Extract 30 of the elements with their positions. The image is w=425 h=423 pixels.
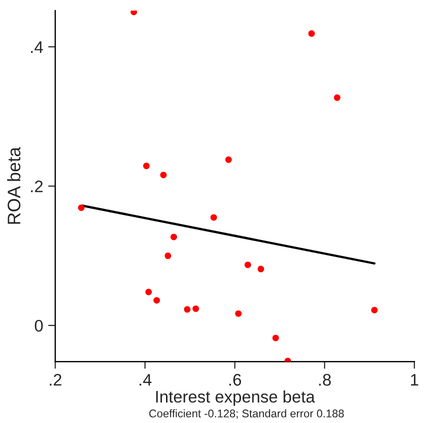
point: [164, 252, 172, 260]
point: [258, 266, 264, 272]
x-axis-title: Interest expense beta: [156, 390, 315, 406]
point: [143, 162, 150, 170]
point: [225, 156, 232, 163]
x-tick-label: .6: [229, 374, 242, 386]
text: Coefficient -0.128; Standard error 0.188: [149, 409, 344, 419]
point: [78, 204, 85, 211]
point: [235, 310, 242, 317]
x-tick-label: .2: [50, 374, 62, 386]
point: [184, 306, 190, 313]
point: [371, 306, 378, 314]
point: [272, 334, 279, 342]
point: [153, 297, 160, 304]
y-tick-label: .4: [31, 41, 43, 53]
x-tick-label: 1: [411, 374, 418, 386]
x-tick-label: .8: [319, 374, 331, 386]
point: [210, 214, 217, 221]
y-tick-label: .2: [31, 180, 43, 192]
point: [308, 30, 315, 37]
point: [334, 94, 340, 101]
point: [170, 234, 178, 240]
y-axis-title: ROA beta: [7, 146, 20, 224]
point: [145, 288, 152, 296]
point: [130, 10, 138, 16]
point: [160, 172, 167, 178]
y-tick-label: 0: [34, 320, 43, 332]
point: [192, 305, 200, 312]
point: [244, 262, 252, 268]
x-tick-label: .4: [140, 374, 152, 386]
